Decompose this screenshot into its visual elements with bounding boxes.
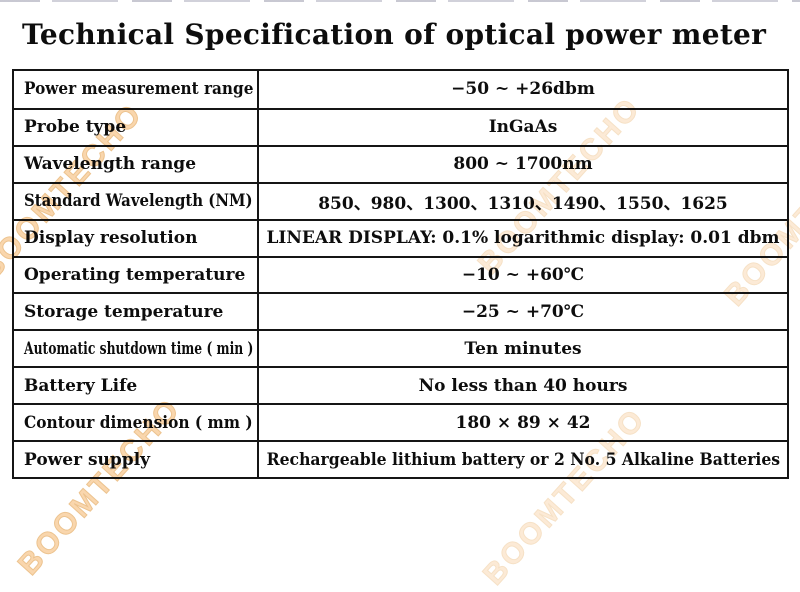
spec-value-text: InGaAs <box>488 117 558 138</box>
spec-value: 850、980、1300、1310、1490、1550、1625 <box>259 184 787 219</box>
spec-value-text: 800 ~ 1700nm <box>453 154 593 175</box>
spec-label-text: Wavelength range <box>24 154 197 175</box>
spec-label-text: Power supply <box>24 449 151 470</box>
spec-value: 800 ~ 1700nm <box>259 147 787 182</box>
spec-value: −10 ~ +60℃ <box>259 258 787 293</box>
spec-value-text: No less than 40 hours <box>418 375 628 396</box>
spec-label-text: Operating temperature <box>24 264 246 285</box>
spec-value-text: 850、980、1300、1310、1490、1550、1625 <box>318 193 728 214</box>
spec-value: No less than 40 hours <box>259 368 787 403</box>
table-row: Power supply Rechargeable lithium batter… <box>14 440 787 477</box>
spec-label-text: Battery Life <box>24 375 138 396</box>
table-row: Power measurement range −50 ~ +26dbm <box>14 71 787 108</box>
spec-value-text: −25 ~ +70℃ <box>461 301 585 322</box>
spec-value-text: Ten minutes <box>464 338 582 359</box>
spec-label-text: Standard Wavelength (NM) <box>24 191 253 212</box>
table-row: Standard Wavelength (NM) 850、980、1300、13… <box>14 181 787 219</box>
spec-value: Rechargeable lithium battery or 2 No. 5 … <box>259 442 787 477</box>
table-row: Automatic shutdown time ( min ) Ten minu… <box>14 329 787 367</box>
page-title: Technical Specification of optical power… <box>22 18 767 51</box>
spec-label: Probe type <box>14 109 259 145</box>
spec-label: Battery Life <box>14 368 259 404</box>
spec-value: InGaAs <box>259 110 787 145</box>
spec-label: Standard Wavelength (NM) <box>14 183 259 219</box>
spec-value-text: −10 ~ +60℃ <box>461 264 585 285</box>
spec-label-text: Probe type <box>24 117 127 138</box>
spec-label-text: Display resolution <box>24 228 198 249</box>
table-row: Battery Life No less than 40 hours <box>14 366 787 404</box>
spec-label: Operating temperature <box>14 257 259 293</box>
table-row: Storage temperature −25 ~ +70℃ <box>14 292 787 330</box>
spec-label: Wavelength range <box>14 146 259 182</box>
spec-label: Power supply <box>14 442 259 477</box>
spec-label-text: Contour dimension ( mm ) <box>24 412 253 433</box>
table-row: Wavelength range 800 ~ 1700nm <box>14 144 787 182</box>
spec-label-text: Automatic shutdown time ( min ) <box>24 338 254 359</box>
spec-label: Storage temperature <box>14 294 259 330</box>
spec-value-text: 180 × 89 × 42 <box>455 412 591 433</box>
spec-value-text: Rechargeable lithium battery or 2 No. 5 … <box>266 449 780 470</box>
spec-value: −25 ~ +70℃ <box>259 294 787 329</box>
spec-label-text: Storage temperature <box>24 301 224 322</box>
spec-value: Ten minutes <box>259 331 787 366</box>
spec-label: Contour dimension ( mm ) <box>14 405 259 441</box>
table-row: Display resolution LINEAR DISPLAY: 0.1% … <box>14 218 787 256</box>
table-row: Contour dimension ( mm ) 180 × 89 × 42 <box>14 403 787 441</box>
table-row: Probe type InGaAs <box>14 107 787 145</box>
table-row: Operating temperature −10 ~ +60℃ <box>14 255 787 293</box>
spec-label: Display resolution <box>14 220 259 256</box>
window-top-edge-line <box>0 0 800 2</box>
spec-value: −50 ~ +26dbm <box>259 71 787 108</box>
spec-label: Automatic shutdown time ( min ) <box>14 331 259 367</box>
spec-label-text: Power measurement range <box>24 79 254 100</box>
spec-value: 180 × 89 × 42 <box>259 405 787 440</box>
spec-value: LINEAR DISPLAY: 0.1% logarithmic display… <box>259 221 787 256</box>
spec-value-text: LINEAR DISPLAY: 0.1% logarithmic display… <box>266 228 780 249</box>
spec-table: Power measurement range −50 ~ +26dbm Pro… <box>12 69 789 479</box>
spec-label: Power measurement range <box>14 71 259 108</box>
spec-value-text: −50 ~ +26dbm <box>451 79 595 100</box>
